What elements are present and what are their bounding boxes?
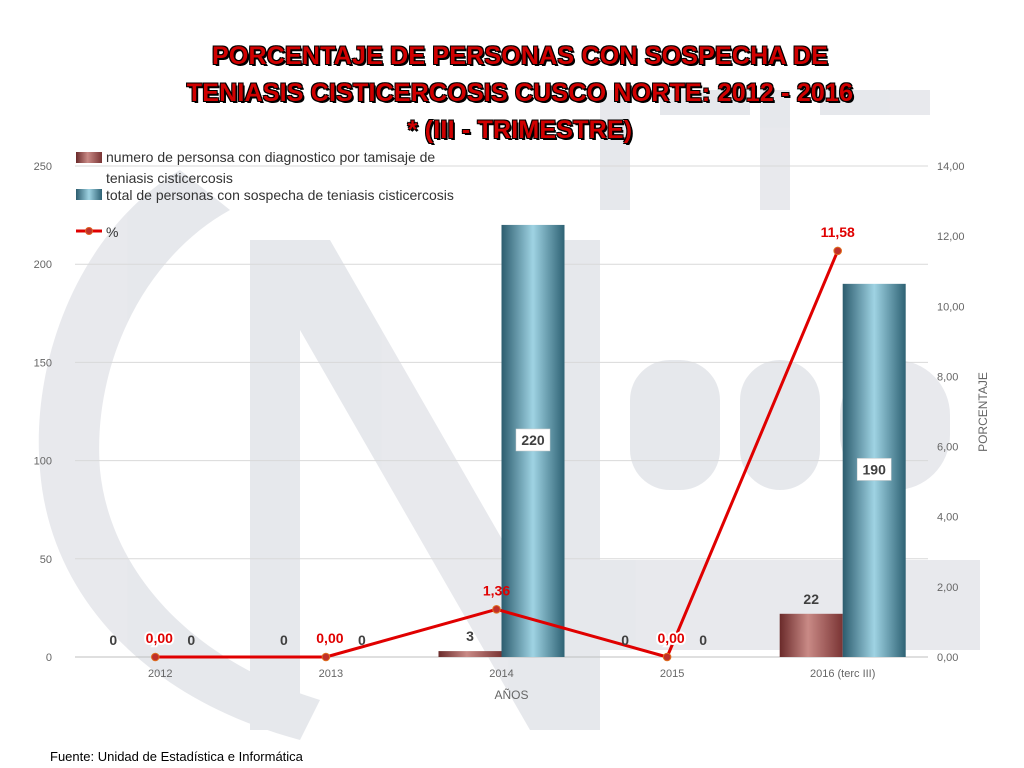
data-label-total: 0	[187, 632, 195, 648]
chart-title-line-3: * (III - TRIMESTRE)	[407, 116, 633, 144]
data-label-diagnostico: 22	[803, 591, 819, 607]
legend-label-percent: %	[106, 224, 118, 240]
x-tick-label: 2014	[489, 668, 513, 680]
data-label-diagnostico: 0	[109, 632, 117, 648]
y-left-tick-label: 200	[34, 259, 52, 271]
bar-diagnostico	[779, 613, 843, 657]
data-labels: 0 0 0 0 3 220 0 0 22 190 0,00 0,00 1,36 0,00 11,58	[109, 224, 892, 648]
data-label-total: 220	[521, 432, 545, 448]
x-tick-label: 2012	[148, 668, 172, 680]
data-label-box-total	[856, 458, 892, 481]
x-tick-label: 2013	[319, 668, 343, 680]
x-tick-label: 2015	[660, 668, 684, 680]
y-right-tick-label: 14,00	[937, 161, 965, 173]
legend-label-diagnostico-line-1: numero de personsa con diagnostico por t…	[106, 149, 435, 165]
data-label-percent: 11,58	[821, 224, 855, 240]
chart-title: PORCENTAJE DE PERSONAS CON SOSPECHA DE T…	[110, 38, 930, 149]
legend-label-total: total de personas con sospecha de tenias…	[106, 187, 454, 203]
data-label-percent: 0,00	[146, 630, 173, 646]
y-right-tick-label: 12,00	[937, 231, 965, 243]
bar-diagnostico	[438, 651, 502, 657]
data-label-total: 0	[358, 632, 366, 648]
data-label-diagnostico: 3	[466, 628, 474, 644]
y-right-tick-label: 2,00	[937, 582, 958, 594]
percent-marker	[833, 246, 843, 256]
percent-marker	[321, 652, 331, 662]
legend-label-diagnostico-line-2: teniasis cisticercosis	[106, 170, 233, 186]
percent-marker	[151, 652, 160, 662]
y-left-tick-label: 150	[34, 357, 52, 369]
legend-swatch-diagnostico	[76, 152, 102, 163]
legend: numero de personsa con diagnostico por t…	[76, 149, 454, 240]
data-label-percent: 0,00	[657, 630, 684, 646]
percent-line	[151, 246, 843, 662]
x-tick-label: 2016 (terc III)	[810, 668, 875, 680]
legend-swatch-percent-marker	[85, 227, 93, 235]
y-right-tick-label: 10,00	[937, 301, 965, 313]
data-label-diagnostico: 0	[280, 632, 288, 648]
data-label-box-total	[515, 428, 551, 452]
y-right-tick-label: 4,00	[937, 512, 958, 524]
percent-marker	[662, 652, 672, 662]
data-label-total: 190	[863, 461, 887, 477]
data-label-percent: 1,36	[483, 582, 510, 598]
source-note: Fuente: Unidad de Estadística e Informát…	[50, 749, 303, 764]
y-right-tick-label: 8,00	[937, 371, 958, 383]
y-left-tick-label: 100	[34, 456, 52, 468]
legend-swatch-total	[76, 189, 102, 200]
chart-title-line-2: TENIASIS CISTICERCOSIS CUSCO NORTE: 2012…	[186, 79, 854, 107]
y-right-tick-label: 0,00	[937, 652, 958, 664]
y-right-axis-title: PORCENTAJE	[976, 372, 990, 452]
x-axis-title: AÑOS	[494, 688, 528, 702]
y-left-tick-label: 50	[40, 554, 52, 566]
data-label-total: 0	[699, 632, 707, 648]
y-right-tick-label: 6,00	[937, 442, 958, 454]
chart-title-line-1: PORCENTAJE DE PERSONAS CON SOSPECHA DE	[211, 42, 829, 70]
data-label-diagnostico: 0	[621, 632, 629, 648]
y-left-tick-label: 0	[46, 652, 52, 664]
percent-marker	[492, 605, 501, 614]
y-left-tick-label: 250	[34, 161, 52, 173]
data-label-percent: 0,00	[316, 630, 343, 646]
